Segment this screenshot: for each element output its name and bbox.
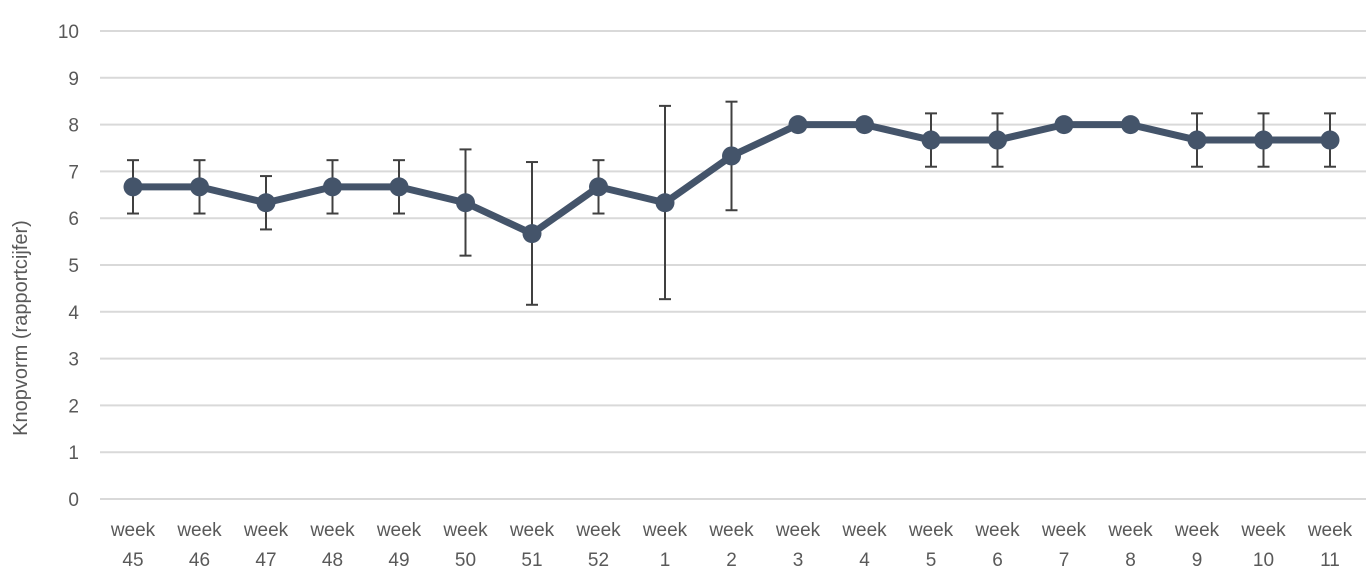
y-tick-label-8: 8: [68, 116, 79, 137]
y-tick-label-3: 3: [68, 350, 79, 371]
data-point-3: [323, 177, 342, 197]
y-tick-label-0: 0: [68, 490, 79, 511]
x-tick-label-1-line1: week: [176, 520, 222, 541]
x-tick-label-1-line2: 46: [189, 550, 210, 571]
x-tick-label-16-line2: 9: [1192, 550, 1203, 571]
x-tick-label-4-line1: week: [376, 520, 422, 541]
data-point-14: [1054, 115, 1074, 135]
x-tick-label-17-line1: week: [1240, 520, 1286, 541]
x-tick-label-8-line2: 1: [660, 550, 671, 571]
data-point-6: [522, 224, 542, 244]
x-tick-label-2-line1: week: [243, 520, 289, 541]
data-point-1: [190, 177, 209, 197]
x-tick-label-7-line1: week: [575, 520, 621, 541]
x-tick-label-13-line1: week: [974, 520, 1020, 541]
data-point-15: [1121, 115, 1140, 135]
y-tick-label-7: 7: [68, 162, 79, 183]
x-tick-label-18-line2: 11: [1320, 550, 1340, 571]
x-tick-label-9-line1: week: [708, 520, 754, 541]
x-tick-label-0-line2: 45: [122, 550, 143, 571]
x-tick-label-6-line1: week: [509, 520, 555, 541]
data-point-4: [389, 177, 409, 197]
x-tick-label-11-line1: week: [841, 520, 887, 541]
x-tick-label-7-line2: 52: [588, 550, 609, 571]
data-point-8: [655, 193, 675, 213]
y-tick-label-4: 4: [68, 303, 79, 324]
x-tick-label-5-line1: week: [442, 520, 488, 541]
x-tick-label-14-line2: 7: [1059, 550, 1070, 571]
y-tick-label-1: 1: [68, 443, 79, 464]
data-point-9: [722, 146, 741, 166]
y-axis-title: Knopvorm (rapportcijfer): [10, 220, 32, 436]
y-tick-label-5: 5: [68, 256, 79, 277]
x-tick-label-10-line1: week: [775, 520, 821, 541]
data-point-7: [589, 177, 608, 197]
y-axis-tick-labels: 0 1 2 3 4 5 6 7 8 9 10: [58, 22, 80, 511]
x-tick-label-0-line1: week: [110, 520, 156, 541]
x-tick-label-5-line2: 50: [455, 550, 476, 571]
x-tick-label-3-line2: 48: [322, 550, 343, 571]
x-tick-label-15-line2: 8: [1125, 550, 1136, 571]
x-tick-label-12-line2: 5: [926, 550, 937, 571]
data-point-2: [256, 193, 276, 213]
x-tick-label-8-line1: week: [642, 520, 688, 541]
x-tick-label-6-line2: 51: [521, 550, 542, 571]
x-tick-label-11-line2: 4: [859, 550, 870, 571]
y-tick-label-9: 9: [68, 69, 79, 90]
x-axis-tick-labels: week45week46week47week48week49week50week…: [110, 520, 1353, 571]
x-tick-label-15-line1: week: [1107, 520, 1153, 541]
x-tick-label-10-line2: 3: [793, 550, 804, 571]
y-tick-label-2: 2: [68, 396, 79, 417]
x-tick-label-2-line2: 47: [255, 550, 276, 571]
data-point-5: [456, 193, 475, 213]
x-tick-label-12-line1: week: [908, 520, 954, 541]
x-tick-label-4-line2: 49: [388, 550, 409, 571]
x-tick-label-17-line2: 10: [1253, 550, 1274, 571]
x-tick-label-16-line1: week: [1174, 520, 1220, 541]
x-tick-label-18-line1: week: [1307, 520, 1353, 541]
data-point-16: [1187, 130, 1207, 150]
data-point-18: [1320, 130, 1340, 150]
data-point-13: [988, 130, 1007, 150]
data-point-10: [788, 115, 808, 135]
y-tick-label-10: 10: [58, 22, 79, 43]
x-tick-label-14-line1: week: [1041, 520, 1087, 541]
data-point-12: [921, 130, 941, 150]
data-point-11: [855, 115, 874, 135]
data-point-17: [1254, 130, 1273, 150]
x-tick-label-13-line2: 6: [992, 550, 1003, 571]
y-tick-label-6: 6: [68, 209, 79, 230]
gridlines: [100, 30, 1366, 500]
x-tick-label-9-line2: 2: [726, 550, 737, 571]
data-points: [123, 115, 1340, 244]
data-point-0: [123, 177, 143, 197]
x-tick-label-3-line1: week: [309, 520, 355, 541]
